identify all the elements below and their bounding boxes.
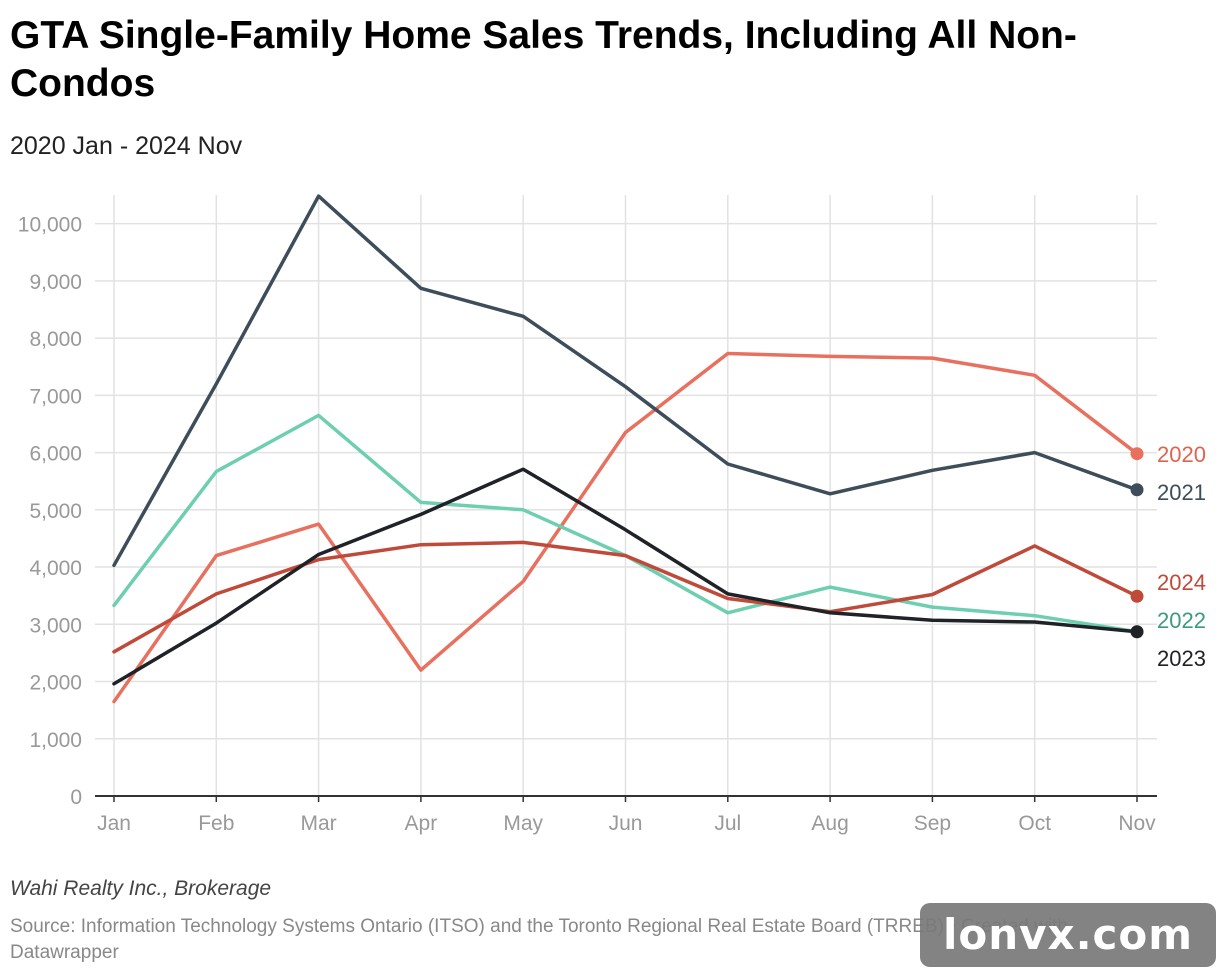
series-end-label-2023: 2023	[1157, 646, 1206, 671]
y-tick-label: 10,000	[18, 214, 82, 237]
chart-subtitle: 2020 Jan - 2024 Nov	[10, 132, 243, 160]
x-tick-label: May	[503, 812, 543, 835]
series-line-2020	[112, 351, 1139, 704]
series-end-label-2024: 2024	[1157, 570, 1206, 595]
x-tick-label: Jun	[609, 812, 643, 835]
x-tick-label: Sep	[914, 812, 951, 835]
y-tick-label: 9,000	[29, 271, 82, 294]
series-line-2021	[112, 194, 1139, 568]
series-end-dot-2020	[1130, 447, 1144, 461]
y-tick-label: 3,000	[29, 614, 82, 637]
x-tick-label: Aug	[811, 812, 848, 835]
x-tick-label: Jan	[97, 812, 131, 835]
y-tick-label: 8,000	[29, 328, 82, 351]
y-tick-label: 7,000	[29, 385, 82, 408]
series-end-dot-2024	[1130, 589, 1144, 603]
chart-title: GTA Single-Family Home Sales Trends, Inc…	[10, 14, 1077, 105]
y-tick-label: 4,000	[29, 557, 82, 580]
x-tick-label: Feb	[198, 812, 234, 835]
series-lines	[112, 194, 1144, 704]
y-tick-label: 5,000	[29, 500, 82, 523]
series-end-label-2020: 2020	[1157, 442, 1206, 467]
x-tick-label: Apr	[405, 812, 438, 835]
watermark: lonvx.com	[920, 903, 1216, 967]
byline: Wahi Realty Inc., Brokerage	[10, 877, 272, 900]
series-end-dot-2021	[1130, 483, 1144, 497]
x-tick-label: Mar	[301, 812, 337, 835]
x-axis-tick-labels: Jan Feb Mar Apr May Jun Jul Aug Sep Oct Nov	[97, 812, 1156, 835]
x-tick-label: Jul	[714, 812, 741, 835]
series-end-label-2021: 2021	[1157, 480, 1206, 505]
y-tick-label: 0	[70, 786, 82, 809]
y-axis-tick-labels: 0 1,000 2,000 3,000 4,000 5,000 6,000 7,000 8,00…	[18, 214, 82, 809]
series-end-dot-2023	[1130, 625, 1144, 639]
series-line-2024	[112, 540, 1139, 654]
y-tick-label: 1,000	[29, 729, 82, 752]
y-tick-label: 2,000	[29, 672, 82, 695]
x-tick-label: Nov	[1118, 812, 1156, 835]
line-chart: 0 1,000 2,000 3,000 4,000 5,000 6,000 7,000 8,00…	[18, 194, 1206, 835]
source-note: Source: Information Technology Systems O…	[10, 916, 1068, 963]
gridlines	[95, 195, 1157, 802]
x-tick-label: Oct	[1018, 812, 1051, 835]
series-line-2023	[112, 467, 1139, 686]
series-end-label-2022: 2022	[1157, 608, 1206, 633]
y-tick-label: 6,000	[29, 443, 82, 466]
series-end-labels: 2020 2021 2024 2022 2023	[1157, 442, 1206, 671]
